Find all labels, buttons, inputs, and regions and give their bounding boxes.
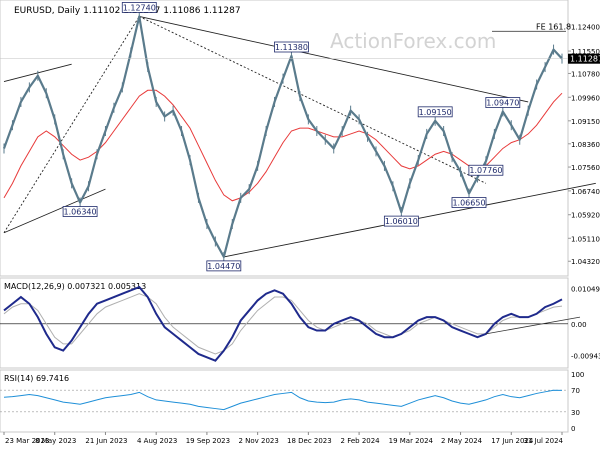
price-ytick-label: 1.09960	[571, 94, 600, 102]
last-price-label: 1.11287	[570, 55, 600, 64]
macd-ytick-label: 0.00	[571, 321, 587, 329]
rsi-lines	[0, 389, 568, 413]
last-price-group: 1.11287	[0, 53, 600, 64]
annotation-box	[468, 164, 504, 176]
x-tick-label: 31 Jul 2024	[523, 437, 563, 445]
macd-panel-frame	[0, 277, 569, 369]
x-tick-label: 19 Sep 2023	[186, 437, 230, 445]
price-ytick-label: 1.05920	[571, 212, 600, 220]
annotation: 1.06340	[62, 206, 98, 217]
x-tick-label: 2 Feb 2024	[341, 437, 381, 445]
rsi-ytick-label: 30	[571, 409, 580, 417]
x-tick-label: 2 Nov 2023	[238, 437, 278, 445]
macd-line	[3, 285, 563, 362]
price-ytick-label: 1.08360	[571, 141, 600, 149]
price-panel: EURUSD, Daily 1.11102 1.11297 1.11086 1.…	[0, 0, 600, 277]
annotation: 1.09470	[485, 97, 521, 108]
macd-yaxis: 0.01049 0.00 -0.009435	[571, 286, 600, 361]
fibo-group: FE 161.8	[492, 22, 571, 32]
price-yaxis: 1.12400 1.11550 1.10780 1.09960 1.09150 1.083…	[568, 23, 600, 266]
macd-signal-line	[3, 293, 563, 355]
annotation: 1.06010	[383, 215, 419, 227]
annotation: 1.07760	[468, 164, 504, 176]
annotation: 1.06650	[451, 197, 487, 208]
annotation-box	[206, 260, 242, 272]
price-ytick-label: 1.06740	[571, 188, 600, 196]
macd-ytick-label: 0.01049	[571, 286, 600, 294]
annotation-label: 1.06650	[452, 199, 485, 208]
trendline	[139, 16, 529, 103]
price-ytick-label: 1.11550	[571, 48, 600, 56]
annotation-box	[383, 215, 419, 227]
annotation: 1.12740	[121, 2, 157, 13]
annotation-box	[62, 206, 98, 217]
x-tick-label: 19 Mar 2024	[389, 437, 434, 445]
rsi-label: RSI(14) 69.7416	[4, 374, 69, 383]
x-tick-label: 18 Dec 2023	[287, 437, 332, 445]
x-tick-label: 17 Jun 2024	[491, 437, 534, 445]
annotation-label: 1.04470	[207, 262, 240, 271]
annotation-label: 1.06340	[64, 208, 97, 217]
last-price-tag	[568, 53, 600, 64]
annotation-label: 1.07760	[469, 166, 502, 175]
macd-trendline	[485, 316, 581, 335]
rsi-yaxis: 100 70 30 0	[571, 371, 584, 433]
x-tick-label: 8 May 2023	[35, 437, 76, 445]
annotation-box	[121, 2, 157, 13]
x-tick-label: 4 Aug 2023	[137, 437, 177, 445]
macd-lines	[0, 285, 581, 362]
price-ytick-label: 1.09150	[571, 118, 600, 126]
price-annotations: 1.12740 1.11380 1.06340 1.04470 1.06010 1.066…	[62, 2, 521, 272]
fibo-label: FE 161.8	[536, 22, 571, 31]
annotation-label: 1.09470	[486, 99, 519, 108]
rsi-line	[3, 389, 563, 411]
annotation-label: 1.06010	[385, 217, 418, 226]
trendline	[3, 188, 106, 234]
price-ytick-label: 1.12400	[571, 23, 600, 31]
rsi-ytick-label: 100	[571, 371, 584, 379]
annotation-box	[274, 41, 309, 53]
annotation-label: 1.12740	[123, 3, 156, 12]
macd-label: MACD(12,26,9) 0.007321 0.005313	[4, 282, 146, 291]
macd-ytick-label: -0.009435	[571, 352, 600, 360]
price-ytick-label: 1.04320	[571, 258, 600, 266]
x-tick-label: 2 May 2024	[441, 437, 483, 445]
rsi-panel: RSI(14) 69.7416 100 70 30 0	[0, 369, 584, 433]
annotation: 1.09150	[417, 106, 453, 118]
x-tick-label: 23 Mar 2023	[5, 437, 49, 445]
price-ytick-label: 1.07560	[571, 164, 600, 172]
macd-panel: MACD(12,26,9) 0.007321 0.005313 0.010490…	[0, 277, 600, 369]
x-tick-label: 21 Jun 2023	[85, 437, 127, 445]
price-ytick-label: 1.10780	[571, 70, 600, 78]
annotation-box	[417, 106, 453, 118]
trendline	[3, 16, 140, 233]
trendline	[139, 16, 487, 184]
rsi-ytick-label: 0	[571, 425, 575, 433]
annotation-box	[485, 97, 521, 108]
annotation-label: 1.09150	[419, 108, 452, 117]
price-series	[2, 11, 563, 262]
annotation: 1.04470	[206, 260, 242, 272]
price-ytick-label: 1.05110	[571, 235, 600, 243]
annotation-box	[451, 197, 487, 208]
annotation: 1.11380	[274, 41, 309, 53]
annotation-label: 1.11380	[275, 43, 308, 52]
rsi-ytick-label: 70	[571, 387, 580, 395]
watermark: ActionForex.com	[330, 29, 496, 53]
